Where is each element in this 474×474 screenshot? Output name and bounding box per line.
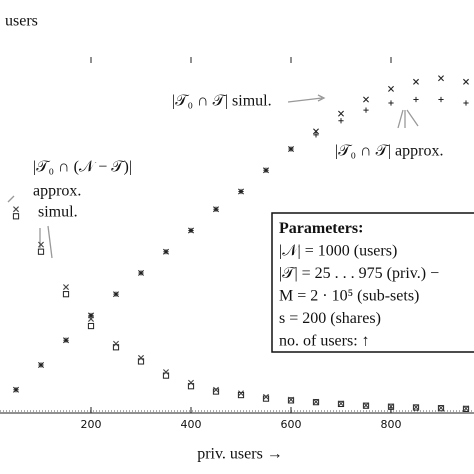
point <box>313 132 319 138</box>
parameter-line: M = 2 · 10⁵ (sub-sets) <box>279 288 419 305</box>
point <box>238 390 244 397</box>
point <box>63 337 69 343</box>
x-axis-label: priv. users → <box>197 446 283 463</box>
parameter-line: |𝒯| = 25 . . . 975 (priv.) − <box>279 265 439 282</box>
point <box>188 379 194 386</box>
point <box>262 395 270 402</box>
plot-area <box>12 75 470 412</box>
point <box>213 206 219 212</box>
point <box>312 399 320 406</box>
point <box>313 128 319 135</box>
point <box>13 387 19 393</box>
point <box>463 78 469 85</box>
point <box>412 404 420 411</box>
annotation: |𝒯₀ ∩ 𝒯| simul. <box>172 93 272 110</box>
point <box>263 393 269 400</box>
x-tick-label: 200 <box>81 418 102 431</box>
point <box>137 358 145 365</box>
point <box>338 400 344 407</box>
point <box>413 404 419 411</box>
point <box>12 213 20 220</box>
point <box>37 248 45 255</box>
point <box>438 96 444 103</box>
point <box>38 362 44 368</box>
annotation: |𝒯₀ ∩ (𝒩 − 𝒯)| <box>33 159 132 176</box>
point <box>87 322 95 330</box>
parameter-title: Parameters: <box>279 220 363 237</box>
parameter-line: |𝒩| = 1000 (users) <box>279 243 397 260</box>
point <box>138 270 144 276</box>
point <box>413 78 419 85</box>
point <box>413 96 419 103</box>
point <box>188 227 194 234</box>
point <box>288 396 294 403</box>
point <box>288 146 294 152</box>
x-tick-label: 800 <box>381 418 402 431</box>
point <box>362 402 370 409</box>
point <box>337 400 345 408</box>
point <box>212 388 220 395</box>
point <box>163 249 169 255</box>
point <box>62 291 70 298</box>
parameter-line: s = 200 (shares) <box>279 310 381 327</box>
point <box>213 386 219 393</box>
point <box>463 100 469 106</box>
point <box>263 167 269 173</box>
point <box>162 372 170 379</box>
arrows <box>7 94 419 259</box>
y-axis-label: users <box>5 13 38 30</box>
point <box>113 291 119 297</box>
point <box>88 312 94 319</box>
point <box>463 405 469 412</box>
point <box>338 118 344 124</box>
annotation: |𝒯₀ ∩ 𝒯| approx. <box>335 143 443 160</box>
parameter-line: no. of users: ↑ <box>279 333 370 350</box>
point <box>363 402 369 409</box>
point <box>338 110 344 117</box>
point <box>437 405 445 412</box>
point <box>287 397 295 404</box>
point <box>388 85 394 92</box>
parameter-lines: |𝒩| = 1000 (users) |𝒯| = 25 . . . 975 (pr… <box>279 243 439 350</box>
point <box>363 107 369 113</box>
point <box>13 206 19 213</box>
point <box>112 344 120 351</box>
point <box>38 241 44 248</box>
annotation: simul. <box>38 204 78 221</box>
point <box>88 315 94 322</box>
point <box>313 398 319 405</box>
x-tick-label: 600 <box>281 418 302 431</box>
point <box>63 284 69 291</box>
point <box>462 405 470 412</box>
parameter-title-text: Parameters <box>279 220 358 237</box>
point <box>187 383 195 390</box>
point <box>388 100 394 106</box>
point <box>438 75 444 82</box>
point <box>238 188 244 195</box>
point <box>163 369 169 376</box>
point <box>237 391 245 399</box>
point <box>388 403 394 410</box>
point <box>363 96 369 103</box>
parameter-box <box>271 212 474 353</box>
point <box>113 340 119 347</box>
x-tick-label: 400 <box>181 418 202 431</box>
point <box>438 404 444 411</box>
annotation: approx. <box>33 183 81 200</box>
point <box>138 354 144 361</box>
